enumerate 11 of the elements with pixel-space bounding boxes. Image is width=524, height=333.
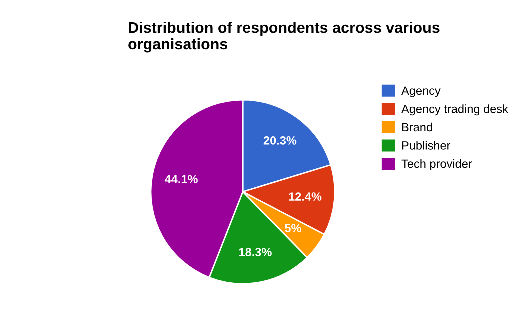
data-label: 12.4% [289,192,322,201]
data-label: 5% [285,224,302,232]
data-label: 20.3% [264,136,297,145]
legend-label: Agency trading desk [402,104,508,116]
data-label: 44.1% [164,175,198,184]
legend-label: Brand [402,122,432,132]
legend-label: Tech provider [402,159,472,170]
legend-label: Agency [402,86,441,98]
legend-label: Publisher [402,141,451,150]
chart-title: Distribution of respondents across various organisations [128,22,440,53]
data-label: 18.3% [239,248,272,256]
